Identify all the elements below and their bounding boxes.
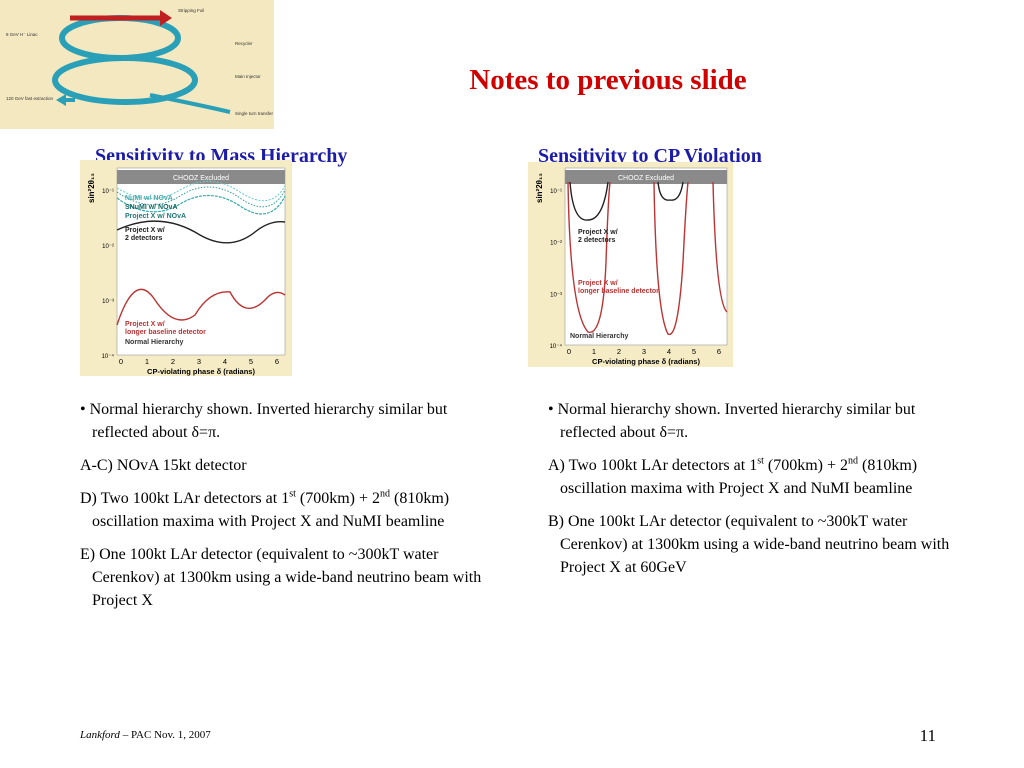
curve	[657, 181, 684, 201]
x-tick-label: 2	[171, 357, 175, 366]
y-tick-label: 10⁻⁴	[102, 353, 115, 360]
diagram-label: 8 GeV H⁻ Linac	[6, 32, 38, 37]
note-text: • Normal hierarchy shown. Inverted hiera…	[548, 401, 916, 441]
footer-author: Lankford	[80, 729, 120, 741]
note: B) One 100kt LAr detector (equivalent to…	[548, 510, 958, 579]
note: E) One 100kt LAr detector (equivalent to…	[80, 543, 485, 612]
slide-title: Notes to previous slide	[469, 64, 747, 96]
legend-label: NuMI w/ NOvA	[125, 195, 173, 202]
sensitivity-plot: CHOOZ Excluded sin²2θ₁₃ 10⁻¹ 10⁻² 10⁻³ 10⁻⁴ 0 1…	[80, 160, 292, 376]
superscript: st	[757, 455, 764, 467]
legend-label: Normal Hierarchy	[570, 333, 628, 340]
diagram-label: Recycler	[235, 41, 253, 46]
note-text: E) One 100kt LAr detector (equivalent to…	[80, 546, 482, 609]
plot-area	[564, 167, 728, 346]
note-text: (700km) + 2	[295, 490, 380, 507]
x-tick-label: 5	[692, 347, 696, 356]
x-tick-label: 0	[119, 357, 123, 366]
note-text: (700km) + 2	[763, 457, 848, 474]
note: A) Two 100kt LAr detectors at 1st (700km…	[548, 454, 958, 500]
curve	[653, 181, 689, 336]
note: A-C) NOvA 15kt detector	[80, 454, 485, 477]
legend-label: Project X w/	[125, 227, 165, 234]
x-tick-label: 1	[592, 347, 596, 356]
legend-label: longer baseline detector	[125, 329, 206, 336]
legend-label: 2 detectors	[125, 235, 162, 242]
accelerator-diagram: Stripping Foil 8 GeV H⁻ Linac Recycler Main…	[0, 0, 274, 129]
y-tick-label: 10⁻¹	[550, 189, 562, 195]
y-tick-label: 10⁻³	[550, 292, 562, 298]
page-number: 11	[919, 726, 936, 745]
x-tick-label: 3	[197, 357, 201, 366]
diagram-label: 120 GeV fast extraction	[6, 96, 54, 101]
y-axis-label: sin²2θ₁₃	[87, 173, 96, 203]
curve	[569, 181, 609, 221]
curve	[712, 181, 728, 313]
sensitivity-plot: CHOOZ Excluded sin²2θ₁₃ 10⁻¹ 10⁻² 10⁻³ 10⁻⁴ 0 1…	[528, 162, 733, 367]
note-text: D) Two 100kt LAr detectors at 1	[80, 490, 290, 507]
curve	[567, 181, 611, 333]
plot-area	[116, 167, 286, 356]
superscript: nd	[380, 488, 390, 500]
x-tick-label: 3	[642, 347, 646, 356]
note-text: • Normal hierarchy shown. Inverted hiera…	[80, 401, 448, 441]
note: D) Two 100kt LAr detectors at 1st (700km…	[80, 487, 485, 533]
diagram-label: Single turn transfer at 8 GeV	[235, 111, 274, 116]
legend-label: Project X w/	[578, 280, 618, 287]
notes: • Normal hierarchy shown. Inverted hiera…	[548, 398, 958, 589]
legend-label: 2 detectors	[578, 237, 615, 244]
notes: • Normal hierarchy shown. Inverted hiera…	[80, 398, 485, 622]
curve	[116, 194, 286, 215]
superscript: st	[289, 488, 296, 500]
section-heading: Sensitivity to CP Violation	[538, 145, 762, 167]
note: • Normal hierarchy shown. Inverted hiera…	[80, 398, 485, 444]
legend-label: Project X w/	[578, 229, 618, 236]
footer: Lankford – PAC Nov. 1, 2007	[80, 729, 211, 741]
legend-label: Normal Hierarchy	[125, 339, 183, 346]
x-tick-label: 2	[617, 347, 621, 356]
x-axis-label: CP-violating phase δ (radians)	[592, 357, 700, 366]
x-tick-label: 6	[275, 357, 279, 366]
x-tick-label: 1	[145, 357, 149, 366]
legend-label: longer baseline detector	[578, 288, 659, 295]
curve	[116, 288, 286, 326]
note: • Normal hierarchy shown. Inverted hiera…	[548, 398, 958, 444]
y-tick-label: 10⁻²	[550, 241, 562, 247]
note-text: (810km) oscillation maxima with Project …	[92, 490, 450, 530]
diagram-label: Main Injector	[235, 74, 261, 79]
curve	[116, 181, 286, 202]
y-axis-label: sin²2θ₁₃	[535, 173, 544, 203]
x-tick-label: 0	[567, 347, 571, 356]
legend-label: Project X w/ NOvA	[125, 213, 186, 220]
superscript: nd	[848, 455, 858, 467]
curve	[116, 220, 286, 244]
x-tick-label: 4	[667, 347, 671, 356]
curve	[116, 186, 286, 208]
band-label: CHOOZ Excluded	[618, 175, 674, 182]
y-tick-label: 10⁻¹	[102, 189, 114, 195]
x-tick-label: 5	[249, 357, 253, 366]
y-tick-label: 10⁻⁴	[550, 343, 563, 350]
y-tick-label: 10⁻³	[102, 299, 114, 305]
note-text: (810km) oscillation maxima with Project …	[560, 457, 918, 497]
x-tick-label: 4	[223, 357, 227, 366]
note-text: B) One 100kt LAr detector (equivalent to…	[548, 513, 950, 576]
x-axis-label: CP-violating phase δ (radians)	[147, 367, 255, 376]
note-text: A) Two 100kt LAr detectors at 1	[548, 457, 758, 474]
legend-label: SNuMI w/ NOvA	[125, 204, 178, 211]
note-text: A-C) NOvA 15kt detector	[80, 457, 247, 474]
excluded-band	[117, 170, 285, 184]
band-label: CHOOZ Excluded	[173, 175, 229, 182]
excluded-band	[565, 170, 727, 184]
footer-text: – PAC Nov. 1, 2007	[119, 729, 211, 741]
legend-label: Project X w/	[125, 321, 165, 328]
diagram-label: Stripping Foil	[178, 8, 204, 13]
x-tick-label: 6	[717, 347, 721, 356]
y-tick-label: 10⁻²	[102, 244, 114, 250]
